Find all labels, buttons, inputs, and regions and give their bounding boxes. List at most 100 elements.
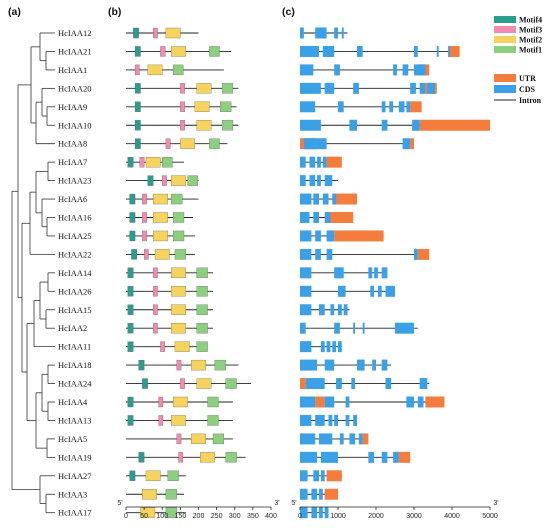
motif-box: [127, 396, 134, 408]
motif-box: [165, 138, 171, 149]
cds-box: [353, 82, 359, 94]
cds-box: [377, 285, 382, 297]
motif-box: [145, 470, 161, 481]
gene-label: HcIAA27: [58, 471, 92, 481]
cds-box: [300, 45, 319, 57]
gene-label: HcIAA23: [58, 176, 92, 186]
cds-box: [322, 45, 335, 57]
motif-box: [153, 27, 158, 39]
motif-box: [134, 64, 140, 76]
cds-box: [414, 45, 418, 57]
legend-swatch: [494, 85, 516, 93]
gene-label: HcIAA15: [58, 305, 92, 315]
gene-label: HcIAA12: [58, 28, 92, 38]
motif-box: [139, 156, 145, 168]
tick-label: 300: [229, 513, 241, 520]
gene-label: HcIAA8: [58, 139, 87, 149]
cds-box: [414, 64, 426, 76]
motif-box: [134, 120, 141, 131]
utr-box: [398, 451, 411, 463]
motif-box: [167, 470, 179, 481]
motif-box: [134, 138, 141, 149]
tick-label: 5000: [482, 513, 498, 520]
cds-box: [311, 488, 318, 500]
cds-box: [300, 507, 308, 519]
tick-label: 0: [298, 513, 302, 520]
motif-box: [180, 378, 185, 389]
axis-end-label: 3': [274, 500, 279, 507]
cds-box: [334, 267, 344, 279]
cds-box: [353, 322, 356, 334]
cds-box: [332, 341, 337, 353]
tick-label: 4000: [444, 513, 460, 520]
cds-box: [410, 82, 416, 94]
utr-box: [334, 193, 357, 205]
axis-start-label: 5': [291, 500, 296, 507]
gene-label: HcIAA21: [58, 46, 92, 56]
cds-box: [326, 230, 335, 242]
motif-box: [127, 267, 134, 279]
motif-box: [220, 101, 232, 112]
motif-box: [153, 286, 158, 297]
cds-box: [309, 156, 316, 168]
motif-box: [142, 212, 147, 223]
legend-swatch: [494, 74, 516, 82]
cds-box: [311, 507, 318, 519]
cds-box: [300, 64, 314, 76]
motif-box: [191, 359, 206, 371]
cds-box: [319, 507, 323, 519]
cds-box: [300, 304, 312, 316]
legend-label: Motif1: [519, 46, 542, 55]
gene-label: HcIAA22: [58, 249, 92, 259]
motif-box: [127, 286, 134, 297]
gene-label: HcIAA14: [58, 268, 92, 278]
cds-box: [339, 433, 344, 445]
axis-end-label: 3': [493, 500, 498, 507]
cds-box: [334, 27, 338, 39]
cds-box: [326, 341, 331, 353]
utr-box: [326, 470, 342, 482]
cds-box: [351, 378, 356, 390]
motif-box: [171, 267, 186, 279]
cds-box: [436, 45, 439, 57]
motif-box: [176, 433, 182, 445]
cds-box: [300, 433, 316, 445]
cds-box: [324, 396, 335, 408]
cds-box: [381, 101, 386, 113]
utr-box: [425, 396, 445, 408]
cds-box: [398, 101, 405, 113]
cds-box: [353, 414, 357, 426]
cds-box: [322, 193, 329, 205]
motif-box: [134, 83, 141, 94]
cds-box: [402, 64, 409, 76]
motif-box: [162, 156, 173, 168]
cds-box: [343, 304, 348, 316]
cds-box: [300, 175, 306, 187]
cds-box: [315, 414, 325, 426]
motif-box: [196, 378, 212, 389]
tick-label: 250: [211, 513, 223, 520]
motif-box: [129, 470, 136, 481]
legend-label: Motif4: [519, 16, 542, 25]
cds-box: [374, 267, 378, 279]
motif-box: [142, 378, 148, 389]
cds-box: [334, 322, 340, 334]
cds-box: [317, 175, 321, 187]
cds-box: [300, 322, 306, 334]
motif-box: [180, 120, 185, 131]
motif-box: [131, 249, 138, 260]
tick-label: 150: [175, 513, 187, 520]
motif-box: [162, 175, 167, 186]
gene-label: HcIAA26: [58, 286, 92, 296]
motif-box: [172, 230, 185, 242]
cds-box: [393, 64, 397, 76]
cds-box: [324, 507, 329, 519]
motif-box: [142, 193, 147, 205]
motif-box: [171, 304, 186, 315]
motif-box: [147, 175, 154, 186]
tick-label: 2000: [368, 513, 384, 520]
utr-box: [334, 230, 384, 242]
cds-box: [315, 27, 327, 39]
motif-box: [172, 396, 188, 408]
